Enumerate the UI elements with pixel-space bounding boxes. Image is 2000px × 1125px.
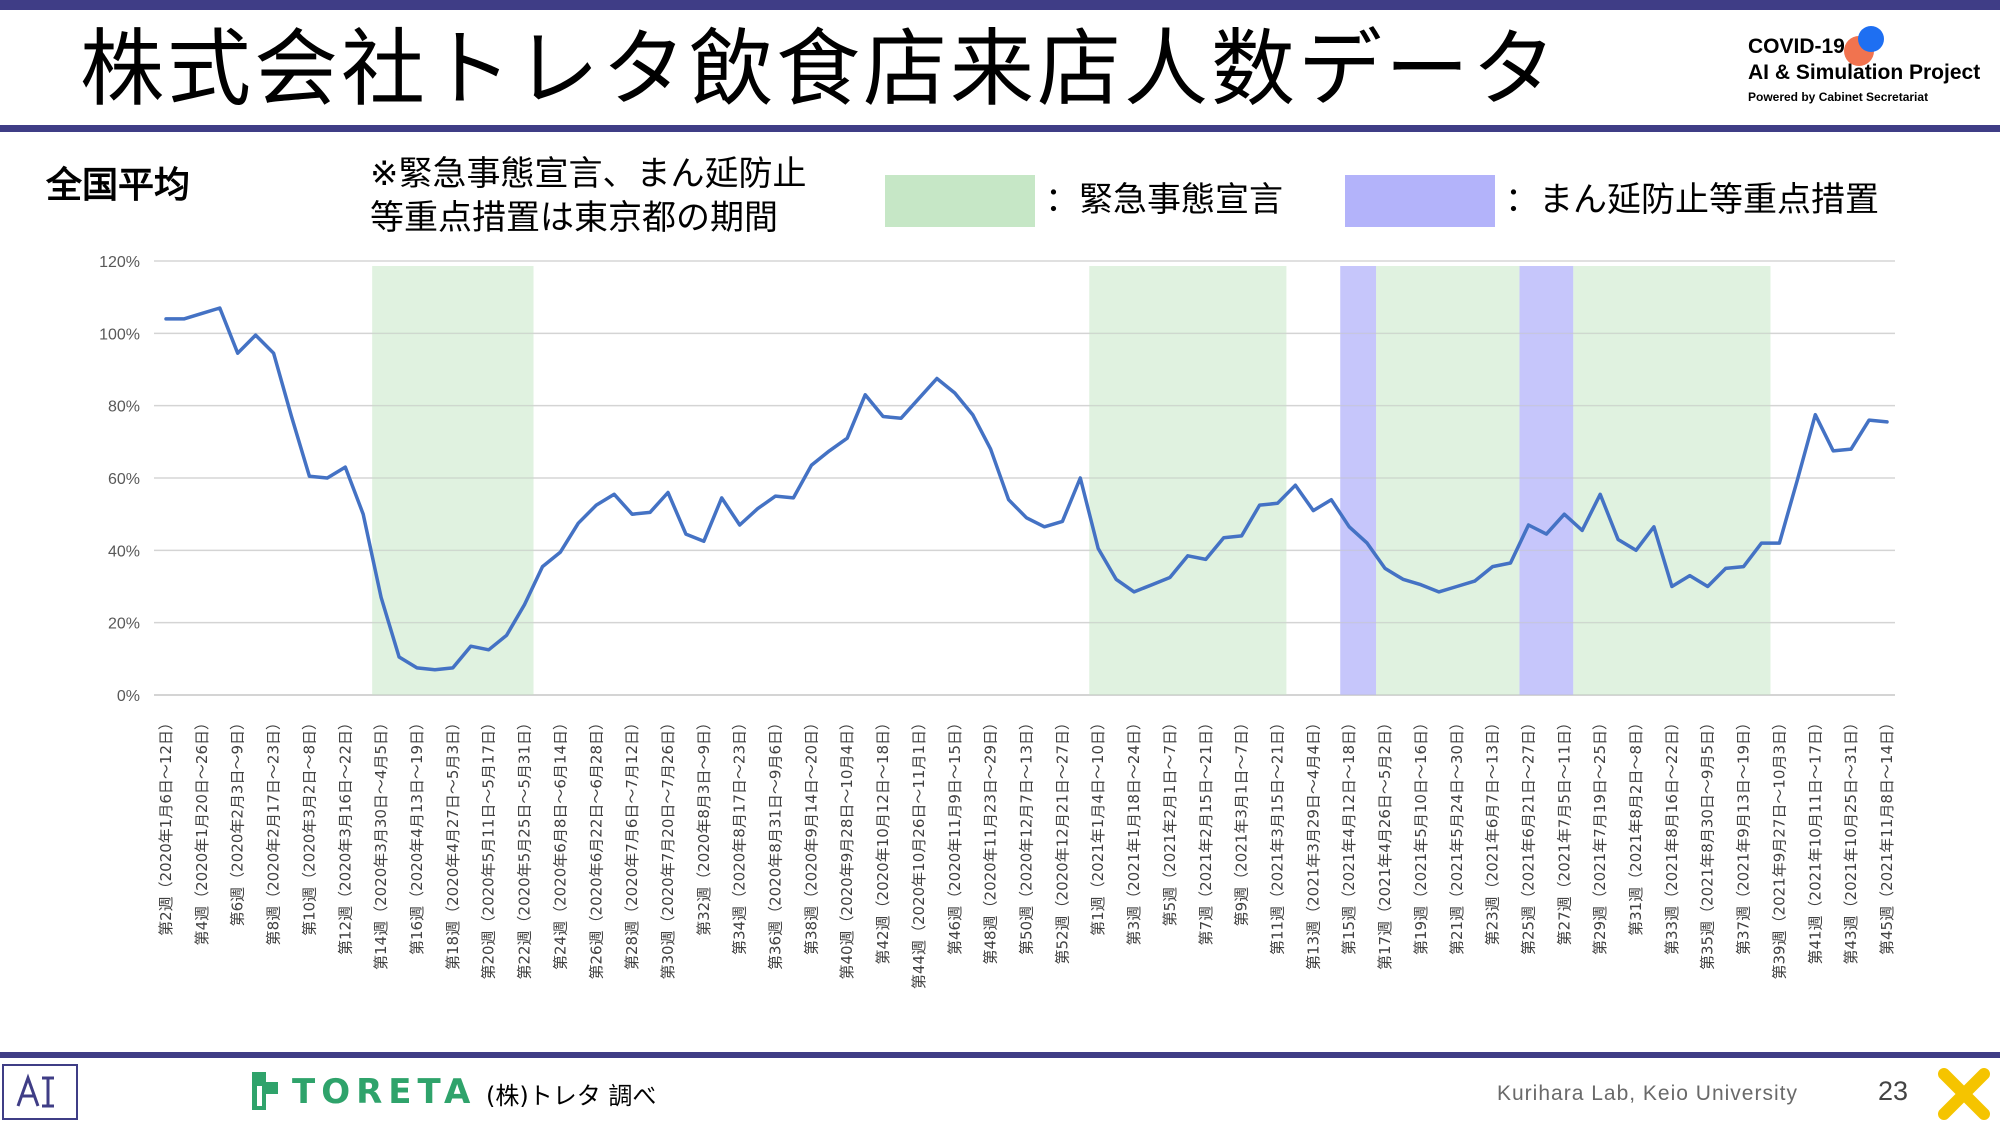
- x-tick-label: 第12週（2020年3月16日～22日）: [336, 715, 354, 955]
- x-tick-label: 第17週（2021年4月26日～5月2日）: [1376, 715, 1394, 970]
- x-tick-label: 第50週（2020年12月7日～13日）: [1018, 715, 1036, 955]
- x-tick-label: 第38週（2020年9月14日～20日）: [802, 715, 820, 955]
- x-tick-label: 第14週（2020年3月30日～4月5日）: [372, 715, 390, 970]
- logo-blue-dot-icon: [1858, 26, 1884, 52]
- x-tick-label: 第42週（2020年10月12日～18日）: [874, 715, 892, 965]
- x-tick-label: 第15週（2021年4月12日～18日）: [1340, 715, 1358, 955]
- page-title: 株式会社トレタ飲食店来店人数データ: [80, 20, 1560, 118]
- legend-emergency-label: ：緊急事態宣言: [1045, 180, 1283, 220]
- bottom-accent-bar: [0, 1052, 2000, 1058]
- x-tick-label: 第39週（2021年9月27日～10月3日）: [1770, 715, 1788, 980]
- x-tick-label: 第35週（2021年8月30日～9月5日）: [1699, 715, 1717, 970]
- x-tick-label: 第16週（2020年4月13日～19日）: [408, 715, 426, 955]
- y-tick-label: 40%: [108, 543, 140, 560]
- project-sponsor: Powered by Cabinet Secretariat: [1748, 90, 1929, 104]
- period-note: ※緊急事態宣言、まん延防止 等重点措置は東京都の期間: [370, 152, 807, 240]
- title-underline-bar: [0, 125, 2000, 132]
- x-tick-label: 第21週（2021年5月24日～30日）: [1448, 715, 1466, 955]
- x-tick-label: 第6週（2020年2月3日～9日）: [229, 715, 247, 926]
- shaded-period-emergency: [372, 266, 534, 695]
- chart-subtitle: 全国平均: [46, 165, 191, 206]
- x-tick-label: 第8週（2020年2月17日～23日）: [265, 715, 283, 945]
- x-tick-label: 第7週（2021年2月15日～21日）: [1197, 715, 1215, 945]
- toreta-logo-icon: [252, 1072, 278, 1110]
- x-tick-label: 第11週（2021年3月15日～21日）: [1269, 715, 1287, 955]
- x-tick-label: 第24週（2020年6月8日～6月14日）: [551, 715, 569, 970]
- x-tick-label: 第28週（2020年7月6日～7月12日）: [623, 715, 641, 970]
- shaded-period-emergency: [1089, 266, 1287, 695]
- shaded-period-emergency: [1573, 266, 1771, 695]
- x-tick-label: 第1週（2021年1月4日～10日）: [1089, 715, 1107, 936]
- x-tick-label: 第27週（2021年7月5日～11日）: [1555, 715, 1573, 945]
- x-tick-label: 第48週（2020年11月23日～29日）: [982, 715, 1000, 965]
- legend-prevention-label: ：まん延防止等重点措置: [1505, 180, 1879, 220]
- data-source: (株)トレタ 調べ: [486, 1082, 657, 1110]
- project-name-line2: AI & Simulation Project: [1748, 61, 1981, 84]
- y-tick-label: 80%: [108, 399, 140, 416]
- x-tick-label: 第10週（2020年3月2日～8日）: [300, 715, 318, 936]
- shaded-period-prevention: [1519, 266, 1574, 695]
- lab-credit: Kurihara Lab, Keio University: [1497, 1082, 1798, 1105]
- ai-lab-logo: [2, 1064, 78, 1120]
- x-tick-label: 第36週（2020年8月31日～9月6日）: [767, 715, 785, 970]
- x-tick-label: 第29週（2021年7月19日～25日）: [1591, 715, 1609, 955]
- period-note-line2: 等重点措置は東京都の期間: [370, 198, 778, 238]
- x-tick-label: 第25週（2021年6月21日～27日）: [1520, 715, 1538, 955]
- x-tick-label: 第2週（2020年1月6日～12日）: [157, 715, 175, 936]
- x-tick-label: 第5週（2021年2月1日～7日）: [1161, 715, 1179, 926]
- x-tick-label: 第41週（2021年10月11日～17日）: [1806, 715, 1824, 965]
- x-tick-label: 第3週（2021年1月18日～24日）: [1125, 715, 1143, 945]
- period-note-line1: ※緊急事態宣言、まん延防止: [370, 154, 807, 194]
- x-tick-label: 第30週（2020年7月20日～7月26日）: [659, 715, 677, 980]
- shaded-period-emergency: [1376, 266, 1520, 695]
- line-chart: 0% 20% 40% 60% 80% 100% 120% 第2週（2020年1月6日～12日）…: [99, 254, 1896, 989]
- y-tick-label: 0%: [117, 688, 140, 705]
- legend-prevention-swatch: [1345, 175, 1495, 227]
- page-number: 23: [1878, 1076, 1909, 1106]
- x-tick-label: 第13週（2021年3月29日～4月4日）: [1304, 715, 1322, 970]
- x-tick-label: 第26週（2020年6月22日～6月28日）: [587, 715, 605, 980]
- y-tick-label: 120%: [99, 254, 140, 271]
- x-tick-label: 第45週（2021年11月8日～14日）: [1878, 715, 1896, 955]
- x-tick-label: 第37週（2021年9月13日～19日）: [1735, 715, 1753, 955]
- x-tick-label: 第18週（2020年4月27日～5月3日）: [444, 715, 462, 970]
- x-tick-label: 第34週（2020年8月17日～23日）: [731, 715, 749, 955]
- x-tick-label: 第32週（2020年8月3日～9日）: [695, 715, 713, 936]
- x-tick-label: 第31週（2021年8月2日～8日）: [1627, 715, 1645, 936]
- x-tick-label: 第33週（2021年8月16日～22日）: [1663, 715, 1681, 955]
- legend-emergency-swatch: [885, 175, 1035, 227]
- x-tick-label: 第44週（2020年10月26日～11月1日）: [910, 715, 928, 989]
- x-tick-label: 第40週（2020年9月28日～10月4日）: [838, 715, 856, 980]
- top-accent-bar: [0, 0, 2000, 10]
- project-name-line1: COVID-19: [1748, 35, 1845, 58]
- x-tick-label: 第19週（2021年5月10日～16日）: [1412, 715, 1430, 955]
- x-tick-label: 第9週（2021年3月1日～7日）: [1233, 715, 1251, 926]
- series-line: [164, 306, 1889, 672]
- toreta-logo-text: TORETA: [292, 1072, 477, 1112]
- y-tick-label: 60%: [108, 471, 140, 488]
- x-logo-icon: [1938, 1068, 1990, 1120]
- x-tick-label: 第52週（2020年12月21日～27日）: [1053, 715, 1071, 965]
- x-tick-label: 第46週（2020年11月9日～15日）: [946, 715, 964, 955]
- y-tick-label: 100%: [99, 326, 140, 343]
- x-tick-label: 第4週（2020年1月20日～26日）: [193, 715, 211, 945]
- x-tick-label: 第20週（2020年5月11日～5月17日）: [480, 715, 498, 980]
- x-tick-label: 第23週（2021年6月7日～13日）: [1484, 715, 1502, 945]
- shaded-period-prevention: [1340, 266, 1377, 695]
- covid-project-logo: COVID-19 AI & Simulation Project Powered…: [1748, 26, 1981, 108]
- x-tick-label: 第22週（2020年5月25日～5月31日）: [516, 715, 534, 980]
- x-tick-label: 第43週（2021年10月25日～31日）: [1842, 715, 1860, 965]
- y-tick-label: 20%: [108, 616, 140, 633]
